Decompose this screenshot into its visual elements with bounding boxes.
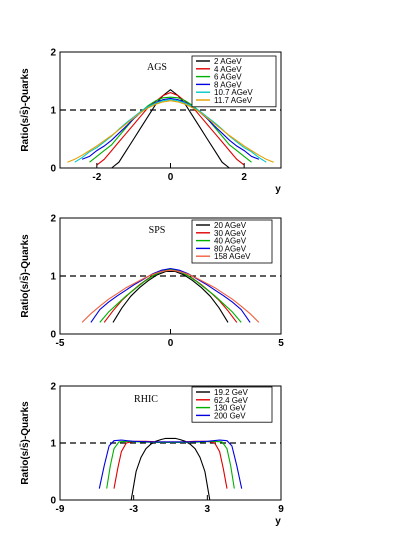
series-line-4	[81, 269, 260, 323]
x-tick-label: -3	[129, 504, 138, 515]
x-tick-label: -2	[92, 172, 101, 183]
series-line-1	[103, 269, 238, 323]
x-tick-label: 3	[205, 504, 211, 515]
legend-entry: 4 AGeV	[214, 65, 242, 74]
y-axis-label: Ratio(s/s̄)-Quarks	[19, 401, 31, 485]
legend-entry: 19.2 GeV	[214, 388, 248, 397]
legend-entry: 130 GeV	[214, 404, 246, 413]
x-tick-label: -9	[56, 504, 65, 515]
legend-box	[191, 219, 273, 264]
legend-entry: 200 GeV	[214, 411, 246, 420]
y-tick-label: 1	[50, 106, 56, 117]
legend-box	[191, 55, 277, 108]
series-line-5	[67, 100, 274, 163]
series-line-3	[81, 97, 260, 160]
series-line-3	[90, 267, 251, 323]
series-line-2	[106, 440, 235, 489]
series-line-1	[113, 440, 228, 489]
legend-entry: 6 AGeV	[214, 73, 242, 82]
y-tick-label: 2	[50, 382, 56, 393]
y-tick-label: 2	[50, 214, 56, 225]
legend-box	[191, 386, 273, 423]
legend-entry: 62.4 GeV	[214, 396, 248, 405]
panel-title: RHIC	[134, 394, 158, 405]
y-tick-label: 1	[50, 272, 56, 283]
legend-entry: 20 AGeV	[214, 221, 247, 230]
x-tick-label: 2	[241, 172, 247, 183]
series-line-4	[74, 99, 267, 163]
panel-rhic: 0 1 2 -9 -3 3 9 Ratio(s/s̄)-Quarks y RHIC 19.2 GeV…	[19, 382, 284, 528]
series-line-3	[98, 439, 243, 489]
series-line-2	[99, 268, 242, 323]
series-line-2	[89, 96, 252, 163]
series-line-0	[111, 89, 230, 169]
legend-entry: 30 AGeV	[214, 229, 247, 238]
x-tick-label: 9	[278, 504, 284, 515]
legend-entry: 158 AGeV	[214, 252, 251, 261]
y-tick-label: 1	[50, 439, 56, 450]
legend-entry: 40 AGeV	[214, 237, 247, 246]
x-axis-label: y	[275, 184, 281, 195]
panel-title: AGS	[147, 62, 167, 73]
legend-entry: 11.7 AGeV	[214, 96, 253, 105]
legend-entry: 2 AGeV	[214, 57, 242, 66]
y-axis-label: Ratio(s/s̄)-Quarks	[19, 68, 31, 152]
legend-entry: 80 AGeV	[214, 244, 247, 253]
panel-title: SPS	[149, 225, 166, 236]
y-tick-label: 2	[50, 48, 56, 59]
y-tick-label: 0	[50, 164, 56, 175]
series-line-0	[112, 270, 229, 323]
y-axis-label: Ratio(s/s̄)-Quarks	[19, 234, 31, 318]
x-tick-label: 5	[278, 338, 284, 349]
legend-entry: 8 AGeV	[214, 80, 242, 89]
x-tick-label: 0	[168, 338, 174, 349]
legend-entry: 10.7 AGeV	[214, 88, 253, 97]
x-tick-label: -5	[56, 338, 65, 349]
y-tick-label: 0	[50, 496, 56, 507]
y-tick-label: 0	[50, 330, 56, 341]
series-line-1	[96, 92, 245, 166]
x-tick-label: 0	[168, 172, 174, 183]
x-axis-label: y	[275, 516, 281, 527]
series-line-0	[130, 437, 211, 501]
